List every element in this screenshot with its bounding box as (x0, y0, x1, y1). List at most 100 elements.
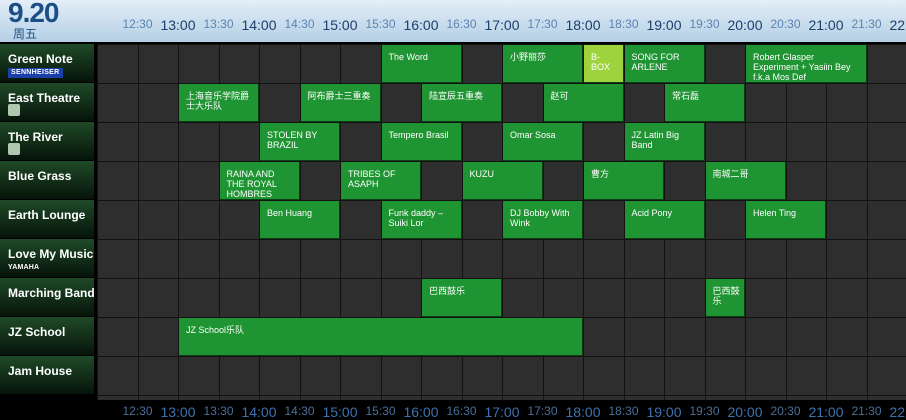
bottom-time-label-1700: 17:00 (484, 404, 520, 420)
schedule-event[interactable]: Acid Pony (624, 201, 705, 239)
stage-name: Love My Music (8, 247, 94, 261)
top-time-label-1330: 13:30 (203, 17, 234, 31)
grid-row-line (97, 122, 906, 123)
top-time-label-2130: 21:30 (851, 17, 882, 31)
stage-name: Marching Band (8, 286, 95, 300)
timeline-header: 9.20 周五 12:30 13:00 13:30 14:00 14:30 15:00 15… (0, 0, 906, 42)
bottom-time-label-1500: 15:00 (322, 404, 358, 420)
stage-name: JZ School (8, 325, 66, 339)
bottom-time-label-1800: 18:00 (565, 404, 601, 420)
stage-marching-band[interactable]: Marching Band (0, 278, 95, 316)
grid-column-line (583, 44, 584, 400)
date-block: 9.20 周五 (0, 0, 95, 42)
schedule-event[interactable]: Funk daddy – Suiki Lor (381, 201, 462, 239)
schedule-event[interactable]: 陆宣辰五重奏 (422, 84, 502, 122)
stage-name: East Theatre (8, 91, 81, 105)
venue-emblem-icon (8, 143, 20, 155)
stage-the-river[interactable]: The River (0, 122, 94, 160)
schedule-event[interactable]: DJ Bobby With Wink (503, 201, 583, 239)
schedule-event[interactable]: KUZU (462, 162, 543, 200)
schedule-event[interactable]: 阿布爵士三重奏 (300, 84, 381, 122)
grid-column-line (178, 44, 179, 400)
schedule-event[interactable]: 巴西鼓乐 (705, 279, 745, 317)
grid-column-line (340, 44, 341, 400)
top-time-label-1830: 18:30 (608, 17, 639, 31)
bottom-time-label-1330: 13:30 (203, 404, 234, 418)
bottom-time-label-1530: 15:30 (365, 404, 396, 418)
bottom-time-label-2030: 20:30 (770, 404, 801, 418)
top-time-label-1500: 15:00 (322, 17, 358, 33)
schedule-event[interactable]: STOLEN BY BRAZIL (260, 123, 340, 161)
grid-column-line (380, 44, 382, 400)
schedule-event[interactable]: JZ Latin Big Band (624, 123, 705, 161)
schedule-event[interactable]: Ben Huang (260, 201, 340, 239)
schedule-event[interactable]: 赵可 (543, 84, 624, 122)
bottom-time-label-2130: 21:30 (851, 404, 882, 418)
top-time-label-1230: 12:30 (122, 17, 153, 31)
stage-jz-school[interactable]: JZ School (0, 317, 94, 355)
top-time-label-2200: 22:00 (889, 17, 906, 33)
schedule-event[interactable]: The Word (381, 45, 462, 83)
grid-row-line (97, 395, 906, 396)
stage-east-theatre[interactable]: East Theatre (0, 83, 94, 121)
grid-column-line (461, 44, 463, 400)
grid-row-line (97, 317, 906, 318)
bottom-time-label-1730: 17:30 (527, 404, 558, 418)
top-time-label-1900: 19:00 (646, 17, 682, 33)
sponsor-logo-sennheiser: SENNHEISER (8, 68, 63, 78)
schedule-event[interactable]: Robert Glasper Experiment + Yasiin Bey f… (746, 45, 867, 83)
schedule-event[interactable]: 常石磊 (665, 84, 745, 122)
bottom-time-label-2100: 21:00 (808, 404, 844, 420)
grid-column-line (745, 44, 746, 400)
top-time-label-2030: 20:30 (770, 17, 801, 31)
schedule-event[interactable]: 小野丽莎 (503, 45, 583, 83)
stage-love-my-music[interactable]: Love My Music YAMAHA (0, 239, 94, 277)
stage-name: Blue Grass (8, 169, 72, 183)
top-time-label-1530: 15:30 (365, 17, 396, 31)
grid-column-line (704, 44, 706, 400)
schedule-event[interactable]: JZ School乐队 (179, 318, 583, 356)
schedule-event[interactable]: RAINA AND THE ROYAL HOMBRES (219, 162, 300, 200)
stage-earth-lounge[interactable]: Earth Lounge (0, 200, 94, 238)
stage-name: Green Note (8, 52, 73, 66)
stage-blue-grass[interactable]: Blue Grass (0, 161, 94, 199)
grid-row-line (97, 278, 906, 279)
grid-column-line (218, 44, 220, 400)
bottom-time-label-1930: 19:30 (689, 404, 720, 418)
bottom-time-label-1830: 18:30 (608, 404, 639, 418)
stage-name: The River (8, 130, 63, 144)
sponsor-logo-yamaha: YAMAHA (8, 264, 40, 271)
top-time-label-1730: 17:30 (527, 17, 558, 31)
top-time-label-1600: 16:00 (403, 17, 439, 33)
stage-green-note[interactable]: Green Note SENNHEISER (0, 44, 94, 82)
schedule-event[interactable]: 巴西鼓乐 (422, 279, 502, 317)
grid-column-line (259, 44, 260, 400)
grid-row-line (97, 239, 906, 240)
top-time-label-1700: 17:00 (484, 17, 520, 33)
schedule-grid: The Word 小野丽莎 B-BOX SONG FOR ARLENE Robert G… (97, 44, 906, 400)
schedule-event[interactable]: Tempero Brasil (381, 123, 462, 161)
bottom-time-label-2000: 20:00 (727, 404, 763, 420)
bottom-time-label-1430: 14:30 (284, 404, 315, 418)
top-time-label-1630: 16:30 (446, 17, 477, 31)
grid-row-line (97, 161, 906, 162)
stage-jam-house[interactable]: Jam House (0, 356, 94, 394)
schedule-event[interactable]: Helen Ting (746, 201, 826, 239)
grid-column-line (826, 44, 827, 400)
schedule-event[interactable]: 上海音乐学院爵士大乐队 (179, 84, 259, 122)
venue-emblem-icon (8, 104, 20, 116)
schedule-event[interactable]: Omar Sosa (503, 123, 583, 161)
grid-column-line (502, 44, 503, 400)
grid-column-line (97, 44, 98, 400)
top-time-label-1300: 13:00 (160, 17, 196, 33)
grid-row-line (97, 83, 906, 84)
schedule-event[interactable]: TRIBES OF ASAPH (341, 162, 421, 200)
schedule-event[interactable]: 南城二哥 (705, 162, 786, 200)
date-weekday: 周五 (13, 27, 38, 41)
schedule-event[interactable]: B-BOX (584, 45, 624, 83)
bottom-time-label-2200: 22:00 (889, 404, 906, 420)
top-time-label-2000: 20:00 (727, 17, 763, 33)
date-day: 9.20 (8, 0, 59, 28)
schedule-event[interactable]: SONG FOR ARLENE (624, 45, 705, 83)
schedule-event[interactable]: 曹方 (584, 162, 664, 200)
